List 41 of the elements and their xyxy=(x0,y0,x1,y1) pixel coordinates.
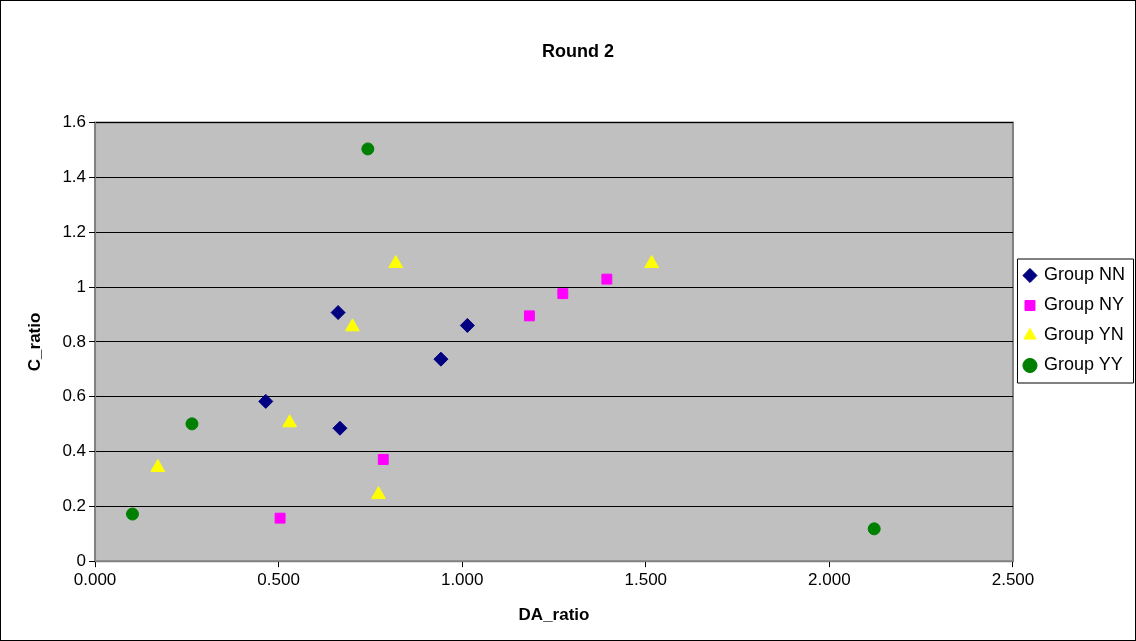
point xyxy=(330,305,346,321)
point xyxy=(345,318,360,332)
point xyxy=(644,255,660,268)
point xyxy=(377,454,389,465)
x-tick-label: 0.000 xyxy=(73,570,117,590)
y-tick-label: 1.6 xyxy=(62,112,87,132)
point xyxy=(601,273,613,285)
point xyxy=(371,486,386,500)
point xyxy=(332,420,348,436)
y-axis-title: C_ratio xyxy=(24,312,44,372)
y-tick-label: 1.2 xyxy=(62,221,87,241)
x-tick-label: 1.000 xyxy=(440,570,484,590)
x-axis-title: DA_ratio xyxy=(518,605,590,625)
point xyxy=(282,414,298,428)
point xyxy=(433,351,449,367)
point xyxy=(388,255,404,268)
y-tick-label: 0 xyxy=(76,550,87,570)
chart-title: Round 2 xyxy=(542,40,614,61)
y-tick-label: 0.4 xyxy=(62,441,87,461)
y-tick-label: 0.2 xyxy=(62,496,87,516)
x-tick-label: 2.000 xyxy=(808,570,851,590)
point xyxy=(185,417,199,431)
point xyxy=(867,522,881,536)
y-tick-label: 0.6 xyxy=(62,386,87,406)
point xyxy=(274,512,286,524)
point xyxy=(523,310,535,322)
point xyxy=(125,507,139,521)
point xyxy=(459,317,475,333)
y-tick-label: 0.8 xyxy=(62,331,87,351)
point xyxy=(557,288,569,300)
point xyxy=(258,393,274,409)
x-tick-label: 2.500 xyxy=(991,570,1035,590)
x-tick-label: 1.500 xyxy=(624,570,668,590)
y-tick-label: 1 xyxy=(76,276,87,296)
point xyxy=(361,142,375,156)
legend-label: Group YN xyxy=(1043,324,1124,345)
legend-label: Group NN xyxy=(1043,264,1125,285)
legend-label: Group NY xyxy=(1043,294,1125,315)
legend-label: Group YY xyxy=(1043,354,1123,375)
x-tick-label: 0.500 xyxy=(257,570,300,590)
y-tick-label: 1.4 xyxy=(62,167,87,187)
